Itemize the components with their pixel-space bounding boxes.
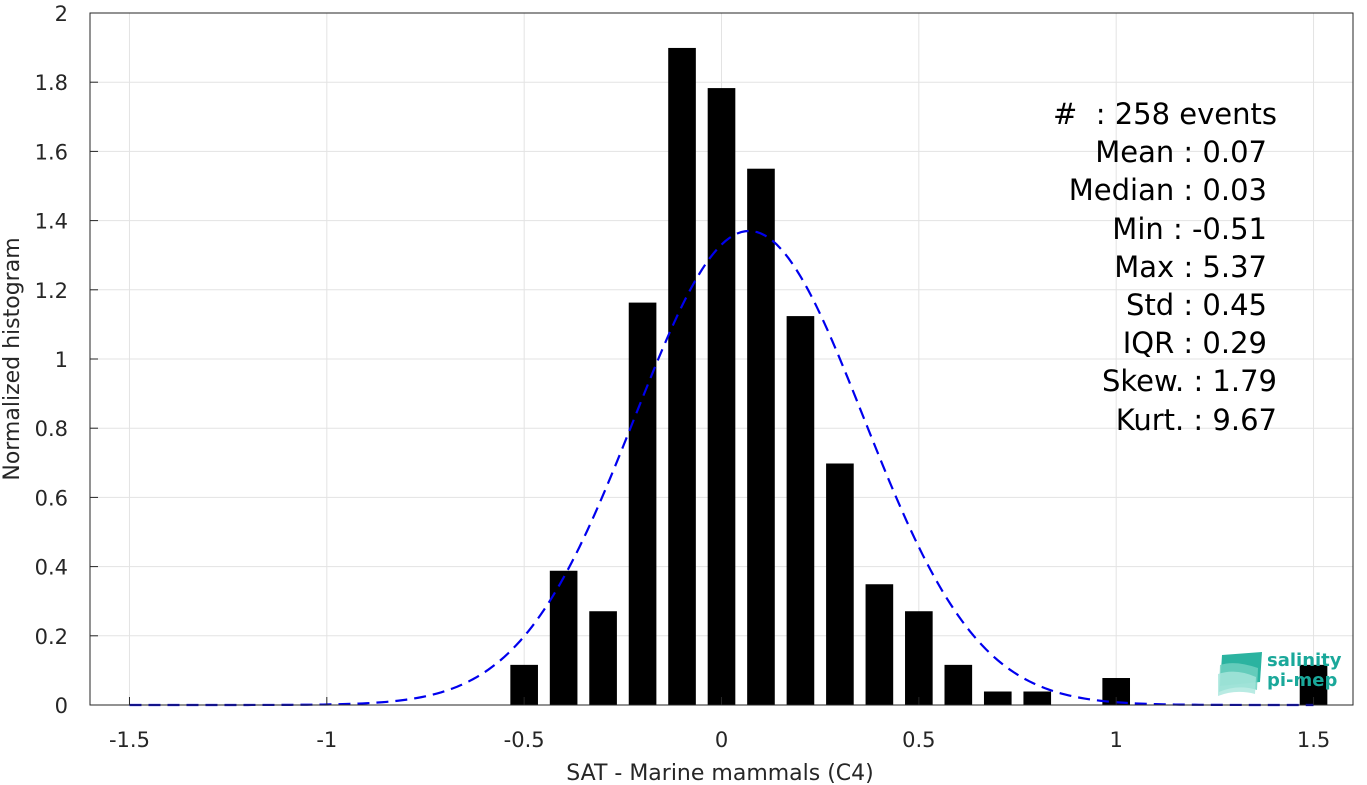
- y-tick-label: 0.8: [35, 417, 68, 441]
- stat-kurt: Kurt. : 9.67: [1116, 403, 1277, 437]
- stat-max: Max : 5.37: [1114, 250, 1267, 284]
- salinity-pimep-logo: salinity pi-mep: [1218, 650, 1342, 696]
- histogram-bar: [786, 316, 815, 705]
- y-tick-label: 0.6: [35, 486, 68, 510]
- x-tick-label: 1.5: [1297, 728, 1330, 752]
- stat-events: # : 258 events: [1053, 97, 1277, 131]
- x-tick-label: -1: [316, 728, 337, 752]
- histogram-bar: [865, 584, 894, 705]
- x-tick-label: 1: [1110, 728, 1123, 752]
- stat-median: Median : 0.03: [1069, 173, 1267, 207]
- histogram-bar: [707, 88, 736, 705]
- histogram-bar: [747, 168, 775, 705]
- x-tick-label: -0.5: [504, 728, 545, 752]
- x-tick-label: 0.5: [902, 728, 935, 752]
- y-tick-label: 2: [55, 2, 68, 26]
- stat-min: Min : -0.51: [1112, 212, 1267, 246]
- logo-text-salinity: salinity: [1267, 650, 1342, 671]
- histogram-bar: [549, 570, 578, 705]
- x-tick-label: -1.5: [109, 728, 150, 752]
- y-tick-label: 1: [55, 348, 68, 372]
- histogram-bar: [668, 47, 696, 706]
- y-tick-label: 0.2: [35, 625, 68, 649]
- wave-logo-icon: [1218, 652, 1262, 696]
- x-axis-label: SAT - Marine mammals (C4): [566, 761, 874, 785]
- stat-skew: Skew. : 1.79: [1102, 364, 1277, 398]
- histogram-bar: [628, 302, 657, 705]
- histogram-bar: [826, 463, 854, 705]
- y-tick-label: 0.4: [35, 556, 68, 580]
- stat-std: Std : 0.45: [1126, 288, 1267, 322]
- histogram-bar: [983, 691, 1012, 705]
- y-tick-label: 1.8: [35, 71, 68, 95]
- y-tick-label: 1.2: [35, 279, 68, 303]
- histogram-bar: [905, 611, 933, 705]
- stat-mean: Mean : 0.07: [1095, 135, 1267, 169]
- y-tick-label: 0: [55, 694, 68, 718]
- histogram-bar: [944, 664, 973, 705]
- x-tick-label: 0: [715, 728, 728, 752]
- stat-iqr: IQR : 0.29: [1123, 326, 1267, 360]
- y-tick-label: 1.6: [35, 140, 68, 164]
- logo-text-pimep: pi-mep: [1267, 670, 1337, 691]
- stats-annotation: # : 258 events Mean : 0.07 Median : 0.03…: [1053, 97, 1277, 437]
- y-axis-label: Normalized histogram: [0, 237, 25, 480]
- x-axis-ticks: -1.5 -1 -0.5 0 0.5 1 1.5: [109, 697, 1330, 752]
- histogram-bar: [1023, 691, 1052, 705]
- y-tick-label: 1.4: [35, 210, 68, 234]
- y-axis-ticks: 0 0.2 0.4 0.6 0.8 1 1.2 1.4 1.6 1.8 2: [35, 2, 98, 718]
- histogram-bar: [589, 611, 617, 705]
